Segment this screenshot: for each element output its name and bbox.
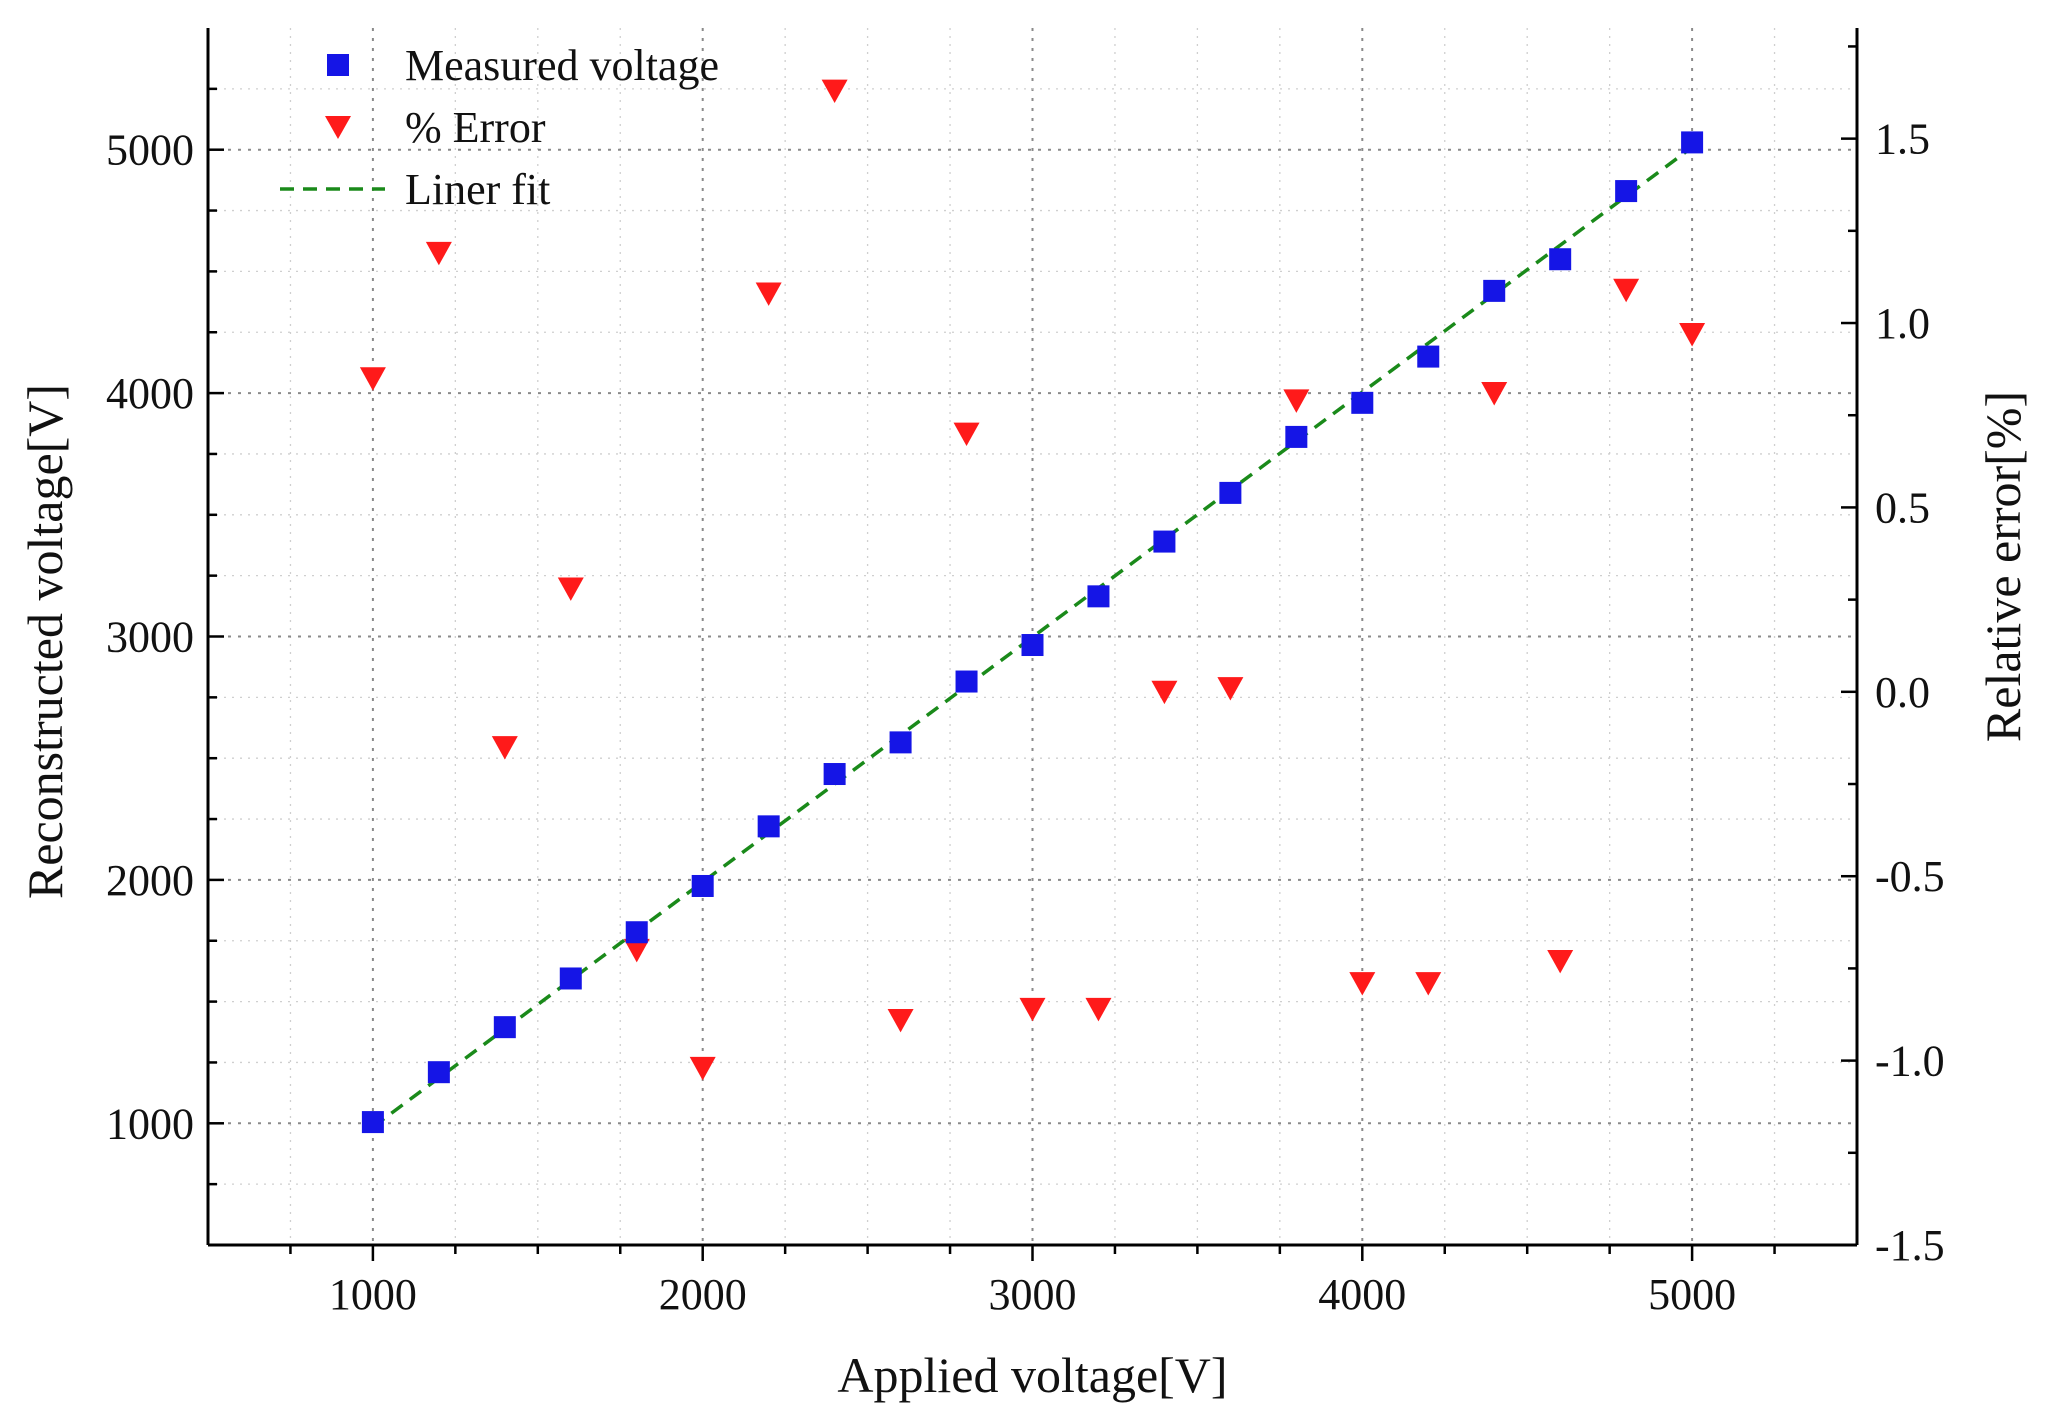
error-point (557, 577, 584, 601)
y-tick-label: 1000 (106, 1099, 194, 1148)
measured-point (757, 815, 780, 838)
error-point (1283, 389, 1310, 413)
y2-tick-label: -1.0 (1875, 1037, 1945, 1086)
measured-point (823, 763, 846, 786)
measured-point (1285, 425, 1308, 448)
x-tick-label: 5000 (1648, 1270, 1736, 1319)
measured-point (1681, 131, 1704, 154)
measured-point (625, 921, 648, 944)
error-point (887, 1008, 914, 1033)
measured-point (493, 1016, 516, 1039)
measured-point (1549, 248, 1572, 271)
x-tick-label: 1000 (329, 1270, 417, 1319)
measured-point (427, 1061, 450, 1084)
measured-point (1153, 530, 1176, 553)
measured-point (361, 1111, 384, 1134)
legend-label-fit: Liner fit (405, 165, 550, 214)
x-tick-label: 4000 (1318, 1270, 1406, 1319)
legend-marker-error (325, 116, 351, 139)
grid (208, 28, 1857, 1245)
x-tick-label: 2000 (659, 1270, 747, 1319)
error-point (491, 736, 518, 760)
error-point (1151, 680, 1178, 705)
y2-tick-label: 1.5 (1875, 115, 1930, 164)
measured-point (559, 967, 582, 990)
fit-series (371, 145, 1694, 1129)
error-point (1613, 278, 1640, 303)
measured-point (691, 874, 714, 897)
legend-marker-measured (327, 54, 349, 76)
ticks: 1000 2000 3000 4000 5000 1000 2000 3000 4000 5000… (106, 45, 1945, 1319)
y2-tick-label: 0.0 (1875, 668, 1930, 717)
axis-titles: Applied voltage[V] Reconstructed voltage… (17, 384, 2031, 1403)
error-point (689, 1056, 716, 1081)
error-point (1019, 997, 1046, 1022)
y2-tick-label: 1.0 (1875, 299, 1930, 348)
error-point (1217, 677, 1244, 701)
legend-label-measured: Measured voltage (405, 41, 719, 90)
y2-tick-label: -0.5 (1875, 852, 1945, 901)
measured-point (1417, 345, 1440, 368)
error-point (1679, 323, 1706, 347)
y2-tick-label: 0.5 (1875, 483, 1930, 532)
measured-point (1087, 585, 1110, 608)
error-point (1547, 949, 1574, 974)
error-point (755, 282, 782, 306)
fit-line (371, 145, 1694, 1129)
error-point (1481, 382, 1508, 406)
error-point (1085, 997, 1112, 1022)
measured-point (1483, 279, 1506, 302)
measured-series (361, 131, 1704, 1134)
error-point (1415, 972, 1442, 996)
error-point (623, 938, 650, 963)
error-point (359, 367, 386, 391)
y-tick-label: 4000 (106, 369, 194, 418)
y-tick-label: 2000 (106, 856, 194, 905)
legend-label-error: % Error (405, 103, 546, 152)
measured-point (1021, 634, 1044, 657)
y-tick-label: 3000 (106, 613, 194, 662)
y-axis-title: Reconstructed voltage[V] (17, 384, 73, 899)
y2-axis-title: Relative error[%] (1975, 391, 2031, 742)
error-point (1349, 972, 1376, 996)
legend: Measured voltage % Error Liner fit (280, 41, 719, 214)
measured-point (889, 731, 912, 754)
error-point (953, 422, 980, 447)
error-point (425, 241, 452, 266)
measured-point (1351, 391, 1374, 414)
error-series (359, 79, 1706, 1081)
y-tick-label: 5000 (106, 126, 194, 175)
measured-point (1219, 481, 1242, 504)
measured-point (955, 670, 978, 693)
x-axis-title: Applied voltage[V] (837, 1347, 1227, 1403)
measured-point (1615, 180, 1638, 203)
error-point (821, 79, 848, 104)
y2-tick-label: -1.5 (1875, 1221, 1945, 1270)
x-tick-label: 3000 (989, 1270, 1077, 1319)
